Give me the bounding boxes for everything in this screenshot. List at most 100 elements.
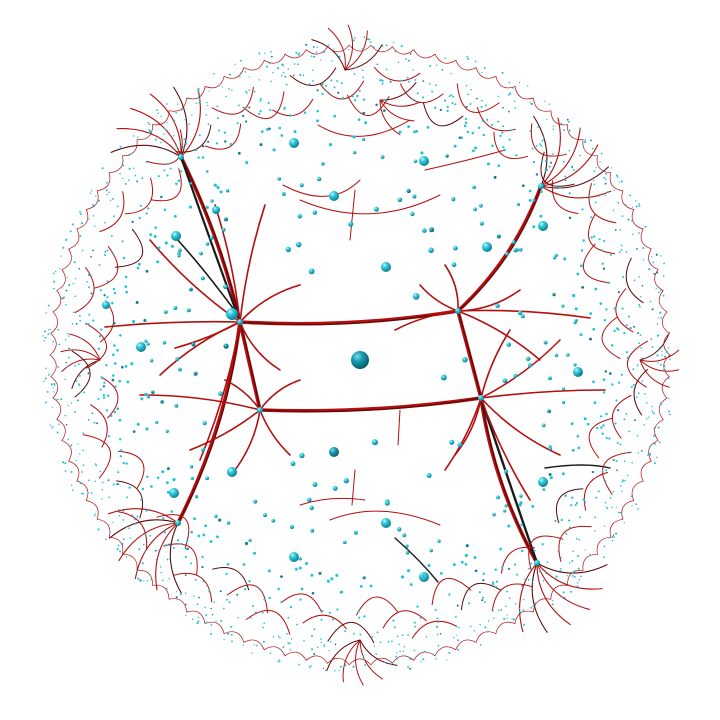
node-sphere — [170, 244, 175, 248]
node-sphere — [574, 307, 578, 311]
node-sphere — [126, 496, 129, 499]
rim-fan-arc — [540, 185, 612, 199]
node-sphere — [69, 230, 72, 233]
node-sphere — [65, 423, 68, 426]
main-edge — [258, 396, 483, 413]
node-sphere — [312, 80, 315, 82]
node-sphere — [426, 473, 432, 478]
node-sphere — [71, 489, 74, 491]
node-sphere — [98, 335, 102, 338]
node-sphere — [352, 40, 354, 42]
node-sphere — [372, 46, 375, 49]
node-sphere — [548, 103, 551, 105]
node-sphere — [242, 563, 246, 566]
node-sphere — [432, 653, 435, 656]
node-sphere — [248, 76, 250, 78]
node-sphere — [604, 370, 608, 373]
node-sphere — [226, 308, 238, 320]
node-sphere — [414, 625, 417, 628]
node-sphere — [146, 342, 150, 346]
node-sphere — [472, 185, 476, 190]
node-sphere — [138, 548, 141, 550]
rim-fan-arc — [60, 349, 101, 361]
node-sphere — [344, 630, 347, 633]
node-sphere — [170, 510, 174, 513]
node-sphere — [482, 133, 486, 137]
node-sphere — [590, 139, 592, 142]
node-sphere — [571, 165, 574, 168]
node-sphere — [476, 97, 478, 100]
node-sphere — [629, 194, 632, 197]
node-sphere — [125, 556, 128, 558]
rim-scallop-arc — [56, 269, 66, 291]
node-sphere — [643, 259, 645, 261]
node-sphere — [81, 222, 83, 225]
rim-scallop-arc — [327, 622, 375, 644]
node-sphere — [503, 617, 506, 620]
node-sphere — [369, 584, 373, 588]
rim-scallop-arc — [68, 460, 80, 482]
node-sphere — [641, 357, 644, 360]
rim-scallop-arc — [493, 131, 529, 160]
rim-scallop-arc — [648, 440, 659, 462]
rim-fan-arc — [379, 99, 415, 122]
node-sphere — [328, 143, 333, 147]
rim-scallop-arc — [611, 395, 632, 439]
rim-scallop-arc — [117, 511, 148, 549]
node-sphere — [70, 470, 73, 473]
node-sphere — [592, 327, 596, 331]
node-sphere — [535, 173, 539, 176]
node-sphere — [623, 331, 626, 335]
node-sphere — [154, 138, 157, 141]
node-sphere — [85, 322, 88, 325]
rim-scallop-arc — [625, 257, 644, 304]
node-sphere — [406, 188, 411, 194]
node-sphere — [412, 194, 417, 199]
node-sphere — [188, 123, 191, 125]
node-sphere — [383, 661, 386, 664]
node-sphere — [93, 205, 96, 208]
node-sphere — [651, 411, 654, 413]
node-sphere — [209, 235, 214, 240]
node-sphere — [251, 652, 253, 654]
spoke-edge — [259, 379, 301, 411]
node-sphere — [665, 350, 668, 353]
node-sphere — [43, 380, 45, 382]
node-sphere — [571, 571, 574, 574]
node-sphere — [578, 538, 581, 541]
node-sphere — [135, 300, 139, 305]
rim-fan-arc — [536, 562, 590, 610]
node-sphere — [97, 528, 100, 531]
node-sphere — [326, 579, 330, 583]
node-sphere — [75, 380, 78, 382]
node-sphere — [186, 308, 191, 313]
spoke-edge — [480, 339, 561, 399]
node-sphere — [129, 537, 131, 539]
node-sphere — [464, 563, 468, 566]
node-sphere — [566, 118, 569, 121]
node-sphere — [436, 64, 438, 66]
rim-scallop-arc — [50, 376, 59, 399]
node-sphere — [605, 469, 608, 472]
node-sphere — [603, 556, 606, 559]
node-sphere — [163, 208, 167, 212]
node-sphere — [231, 640, 233, 643]
node-sphere — [406, 76, 409, 79]
node-sphere — [312, 210, 318, 215]
node-sphere — [651, 308, 654, 311]
node-sphere — [92, 215, 95, 217]
node-sphere — [474, 569, 478, 573]
node-sphere — [126, 380, 130, 384]
node-sphere — [327, 44, 330, 46]
node-sphere — [650, 256, 653, 258]
node-sphere — [434, 608, 437, 612]
rim-fan-arc — [379, 99, 401, 136]
rim-scallop-arc — [373, 66, 421, 82]
node-sphere — [354, 36, 356, 39]
node-sphere — [207, 140, 210, 143]
node-sphere — [117, 509, 120, 511]
rim-fan-arc — [639, 332, 670, 361]
node-sphere — [582, 144, 584, 147]
main-edge — [456, 184, 543, 313]
rim-scallop-arc — [475, 67, 497, 79]
